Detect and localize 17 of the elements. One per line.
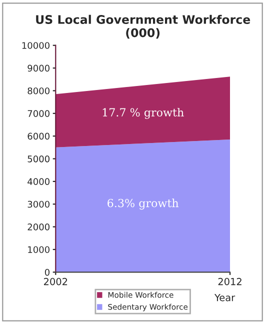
x-tick-label: 2012	[218, 278, 242, 286]
y-tick-label: 6000	[28, 132, 50, 140]
x-axis-title: Year	[214, 294, 236, 302]
y-tick-label: 9000	[28, 64, 50, 72]
y-tick-label: 0	[44, 268, 50, 276]
y-tick-label: 3000	[28, 200, 50, 208]
y-tick-label: 2000	[28, 224, 50, 230]
x-tick-label: 2002	[44, 278, 68, 286]
y-tick-label: 1000	[28, 246, 50, 254]
annotation: 17.7 % growth	[102, 108, 184, 119]
y-tick-label: 7000	[28, 110, 50, 117]
chart-title: US Local Government Workforce (000)	[36, 14, 250, 39]
y-tick-label: 4000	[28, 178, 50, 185]
y-tick-label: 10000	[22, 42, 50, 49]
y-tick-label: 8000	[28, 87, 50, 94]
y-tick-label: 5000	[28, 155, 50, 162]
annotation: 6.3% growth	[108, 198, 179, 210]
